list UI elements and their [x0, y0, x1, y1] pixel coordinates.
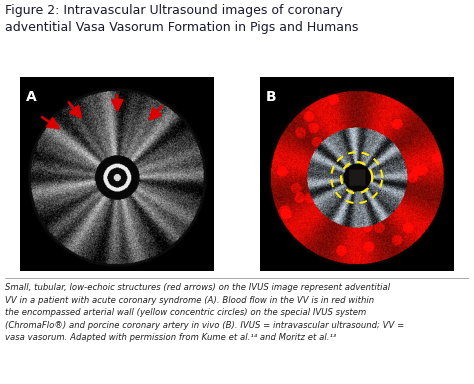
Text: Small, tubular, low-echoic structures (red arrows) on the IVUS image represent a: Small, tubular, low-echoic structures (r… [5, 283, 404, 342]
Text: B: B [265, 90, 276, 104]
Text: A: A [26, 90, 37, 104]
Text: Figure 2: Intravascular Ultrasound images of coronary
adventitial Vasa Vasorum F: Figure 2: Intravascular Ultrasound image… [5, 4, 358, 34]
